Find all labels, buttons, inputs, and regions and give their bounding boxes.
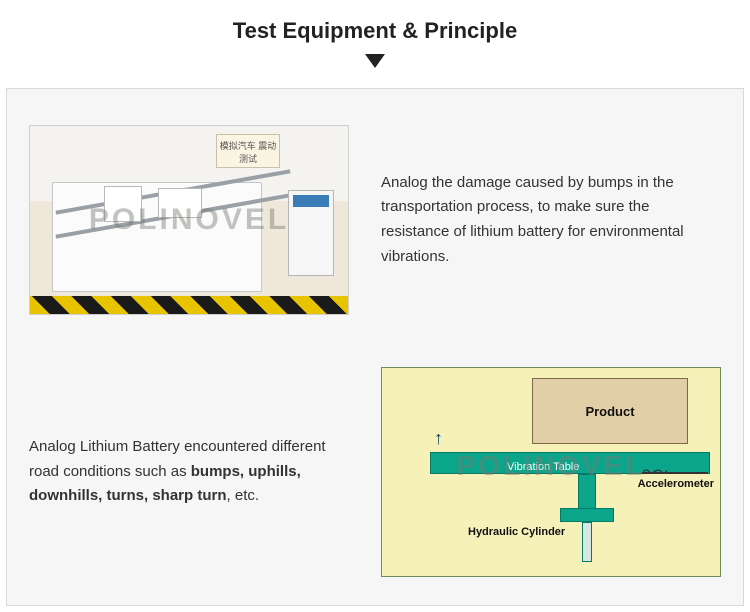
- diagram-accelerometer-label: Accelerometer: [638, 478, 714, 490]
- up-arrow-icon: ↑: [434, 428, 443, 449]
- desc2-suffix: , etc.: [227, 487, 260, 504]
- description-1-cell: Analog the damage caused by bumps in the…: [381, 105, 721, 335]
- description-1: Analog the damage caused by bumps in the…: [381, 171, 721, 270]
- diagram-hydraulic-label: Hydraulic Cylinder: [468, 526, 565, 538]
- title-area: Test Equipment & Principle: [0, 0, 750, 74]
- description-2: Analog Lithium Battery encountered diffe…: [29, 435, 351, 509]
- vibration-diagram: Product ↑ Vibration Table ～～ Acceleromet…: [381, 367, 721, 577]
- diagram-cell: Product ↑ Vibration Table ～～ Acceleromet…: [381, 357, 721, 587]
- content-panel: 模拟汽车 震动测试 POLINOVEL Analog the damage ca…: [6, 88, 744, 606]
- page-title: Test Equipment & Principle: [0, 18, 750, 44]
- diagram-product-box: Product: [532, 378, 688, 444]
- triangle-down-icon: [365, 54, 385, 68]
- equipment-photo: 模拟汽车 震动测试 POLINOVEL: [29, 125, 349, 315]
- wall-sign: 模拟汽车 震动测试: [216, 134, 280, 168]
- description-2-cell: Analog Lithium Battery encountered diffe…: [29, 357, 351, 587]
- diagram-vibration-table: Vibration Table: [430, 452, 710, 474]
- equipment-photo-cell: 模拟汽车 震动测试 POLINOVEL: [29, 105, 351, 335]
